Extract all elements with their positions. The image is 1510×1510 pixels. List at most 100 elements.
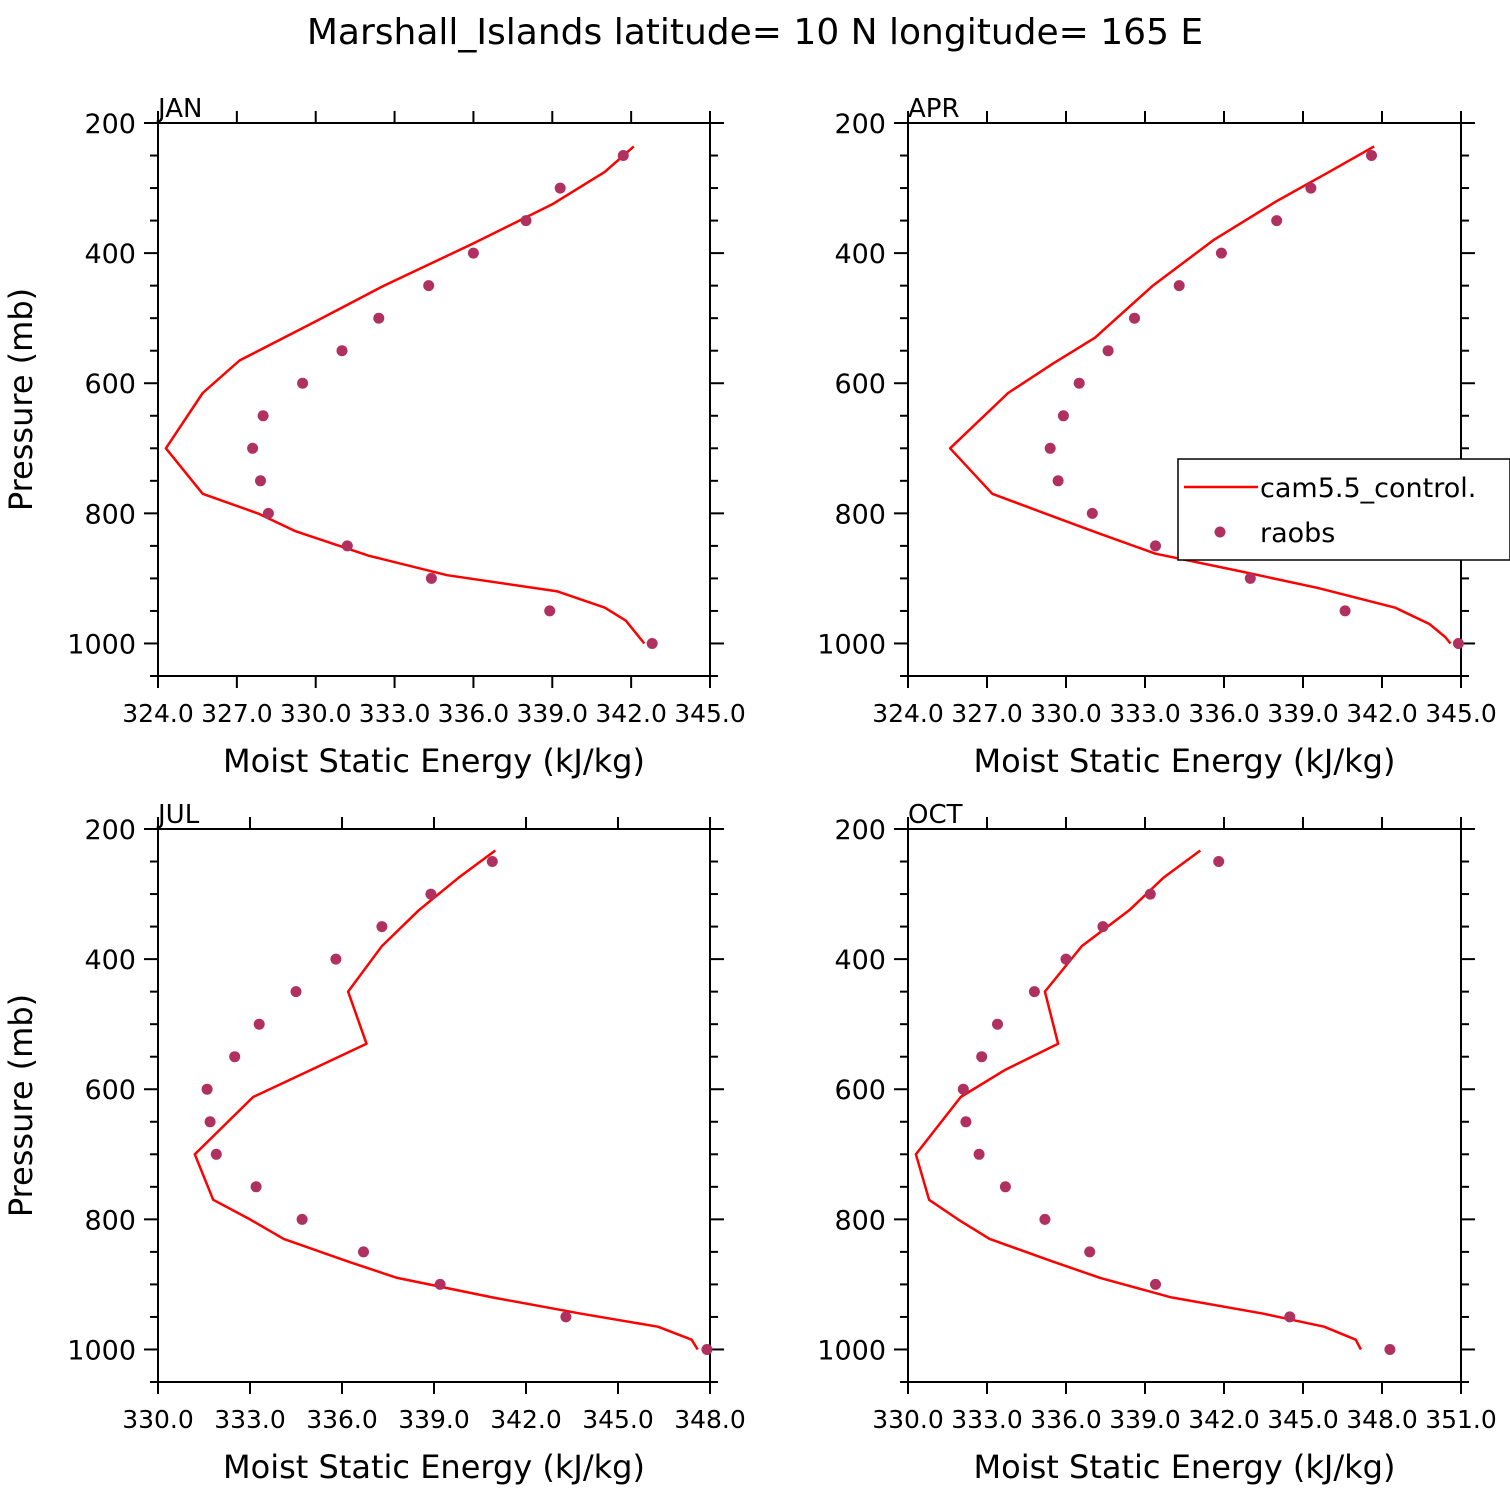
x-tick-label: 324.0 bbox=[872, 699, 944, 728]
panel-title: OCT bbox=[908, 800, 963, 830]
legend-model-label: cam5.5_control. bbox=[1260, 473, 1476, 504]
raobs-point bbox=[1150, 540, 1161, 552]
plot-frame bbox=[157, 828, 711, 1383]
y-tick-label: 800 bbox=[84, 1205, 136, 1236]
y-tick-label: 1000 bbox=[817, 629, 886, 660]
raobs-point bbox=[250, 1181, 262, 1193]
raobs-point bbox=[253, 1018, 265, 1030]
plot-frame bbox=[907, 828, 1462, 1383]
model-line bbox=[164, 145, 646, 645]
raobs-point bbox=[1284, 1311, 1296, 1323]
raobs-point bbox=[1366, 150, 1377, 161]
y-tick-label: 600 bbox=[834, 1075, 886, 1106]
plot-frame bbox=[907, 122, 1462, 677]
y-tick-label: 800 bbox=[84, 499, 136, 530]
raobs-point bbox=[1384, 1344, 1396, 1355]
y-tick-label: 400 bbox=[834, 945, 886, 976]
y-tick-label: 600 bbox=[84, 1075, 136, 1106]
y-tick-label: 200 bbox=[834, 815, 886, 846]
y-tick-label: 1000 bbox=[67, 1335, 136, 1366]
panel-title: JAN bbox=[156, 94, 202, 124]
raobs-point bbox=[560, 1311, 572, 1323]
y-axis-label: Pressure (mb) bbox=[2, 288, 40, 511]
raobs-point bbox=[373, 312, 385, 324]
raobs-point bbox=[341, 540, 353, 552]
x-tick-label: 345.0 bbox=[1425, 699, 1497, 728]
raobs-point bbox=[1215, 247, 1227, 259]
raobs-point bbox=[1060, 953, 1072, 965]
y-tick-label: 400 bbox=[84, 239, 136, 270]
raobs-point bbox=[1073, 377, 1085, 389]
x-axis-label: Moist Static Energy (kJ/kg) bbox=[974, 1448, 1396, 1486]
raobs-point bbox=[336, 345, 348, 357]
raobs-point bbox=[1271, 215, 1283, 227]
raobs-point bbox=[297, 377, 309, 389]
x-tick-label: 345.0 bbox=[582, 1405, 654, 1434]
x-tick-label: 345.0 bbox=[674, 699, 746, 728]
raobs-point bbox=[467, 247, 479, 259]
raobs-point bbox=[425, 572, 437, 584]
raobs-point bbox=[960, 1116, 972, 1128]
panel-jul: JUL 200 400 600 800 1000 330.0 333.0 336.0 339.0 3… bbox=[2, 800, 746, 1486]
x-tick-label: 324.0 bbox=[122, 699, 194, 728]
x-tick-label: 330.0 bbox=[280, 699, 352, 728]
x-tick-label: 333.0 bbox=[951, 1405, 1023, 1434]
raobs-point bbox=[296, 1213, 308, 1225]
y-tick-label: 1000 bbox=[817, 1335, 886, 1366]
raobs-point bbox=[1244, 572, 1256, 584]
raobs-point bbox=[201, 1083, 213, 1095]
raobs-point bbox=[423, 280, 435, 292]
x-tick-label: 336.0 bbox=[1188, 699, 1260, 728]
x-tick-label: 330.0 bbox=[1030, 699, 1102, 728]
raobs-point bbox=[1052, 475, 1064, 487]
raobs-point bbox=[544, 605, 556, 617]
model-line bbox=[193, 849, 699, 1351]
raobs-point bbox=[1144, 888, 1156, 900]
raobs-point bbox=[976, 1051, 988, 1063]
panel-title: APR bbox=[908, 94, 960, 124]
x-tick-label: 342.0 bbox=[595, 699, 667, 728]
x-tick-label: 336.0 bbox=[1030, 1405, 1102, 1434]
y-tick-label: 1000 bbox=[67, 629, 136, 660]
y-tick-label: 800 bbox=[834, 1205, 886, 1236]
x-tick-label: 339.0 bbox=[1109, 1405, 1181, 1434]
raobs-point bbox=[1452, 638, 1464, 649]
x-tick-label: 348.0 bbox=[674, 1405, 746, 1434]
raobs-point bbox=[646, 638, 658, 649]
legend: cam5.5_control. raobs bbox=[1177, 458, 1510, 561]
raobs-point bbox=[425, 888, 437, 900]
x-tick-label: 330.0 bbox=[872, 1405, 944, 1434]
panel-title: JUL bbox=[156, 800, 200, 830]
y-axis-label: Pressure (mb) bbox=[2, 994, 40, 1217]
x-tick-label: 333.0 bbox=[359, 699, 431, 728]
y-tick-label: 200 bbox=[84, 815, 136, 846]
raobs-point bbox=[204, 1116, 216, 1128]
raobs-point bbox=[554, 182, 566, 194]
raobs-point bbox=[257, 410, 269, 422]
legend-obs-marker bbox=[1214, 526, 1226, 538]
raobs-point bbox=[486, 856, 498, 867]
legend-obs-label: raobs bbox=[1260, 518, 1335, 549]
figure-title: Marshall_Islands latitude= 10 N longitud… bbox=[307, 12, 1203, 53]
raobs-point bbox=[1102, 345, 1114, 357]
x-tick-label: 336.0 bbox=[438, 699, 510, 728]
y-tick-label: 200 bbox=[834, 109, 886, 140]
x-tick-label: 336.0 bbox=[306, 1405, 378, 1434]
raobs-point bbox=[1129, 312, 1140, 324]
x-tick-label: 330.0 bbox=[122, 1405, 194, 1434]
x-axis-label: Moist Static Energy (kJ/kg) bbox=[974, 742, 1396, 780]
plot-frame bbox=[157, 122, 711, 677]
y-tick-label: 400 bbox=[84, 945, 136, 976]
x-tick-label: 339.0 bbox=[516, 699, 588, 728]
y-tick-label: 800 bbox=[834, 499, 886, 530]
raobs-point bbox=[1213, 856, 1225, 867]
raobs-point bbox=[1084, 1246, 1096, 1258]
x-tick-label: 327.0 bbox=[951, 699, 1023, 728]
legend-box bbox=[1177, 458, 1510, 561]
raobs-point bbox=[1173, 280, 1185, 292]
raobs-point bbox=[1305, 182, 1317, 194]
